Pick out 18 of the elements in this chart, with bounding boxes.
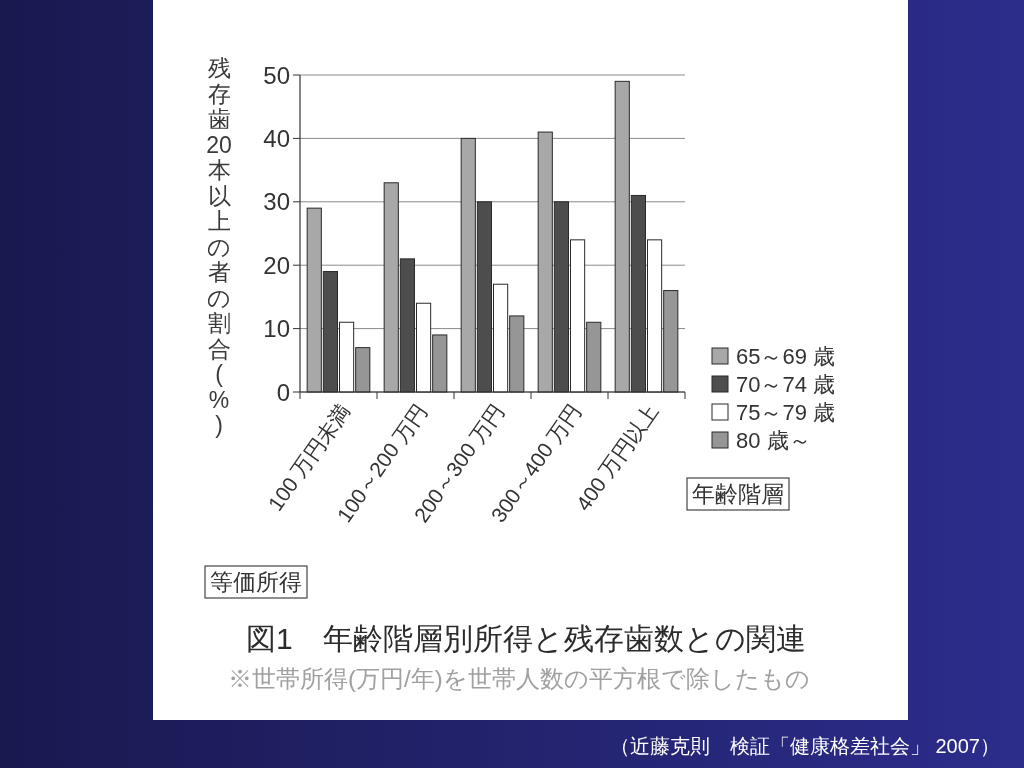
- text: 図1 年齢階層別所得と残存歯数との関連: [246, 621, 806, 655]
- y-tick-label: 20: [263, 251, 290, 279]
- text: 残存歯20本以上の者の割合(%): [206, 55, 232, 438]
- y-tick-label: 50: [263, 61, 290, 89]
- legend-label: 80 歳～: [736, 427, 811, 453]
- legend-label: 75～79 歳: [736, 399, 836, 425]
- y-tick-label: 10: [263, 315, 290, 343]
- y-tick-label: 0: [276, 378, 290, 406]
- legend-title: 年齢階層: [692, 481, 784, 507]
- x-axis-title: 等価所得: [210, 569, 302, 595]
- frame-legend-title: 年齢階層: [686, 477, 790, 511]
- frame-xlabel: 等価所得: [204, 565, 308, 599]
- y-tick-label: 30: [263, 188, 290, 216]
- text: ※世帯所得(万円/年)を世帯人数の平方根で除したもの: [228, 664, 810, 692]
- legend-label: 65～69 歳: [736, 343, 836, 369]
- y-tick-label: 40: [263, 124, 290, 152]
- legend-label: 70～74 歳: [736, 371, 836, 397]
- text: （近藤克則 検証「健康格差社会」 2007）: [609, 735, 1000, 757]
